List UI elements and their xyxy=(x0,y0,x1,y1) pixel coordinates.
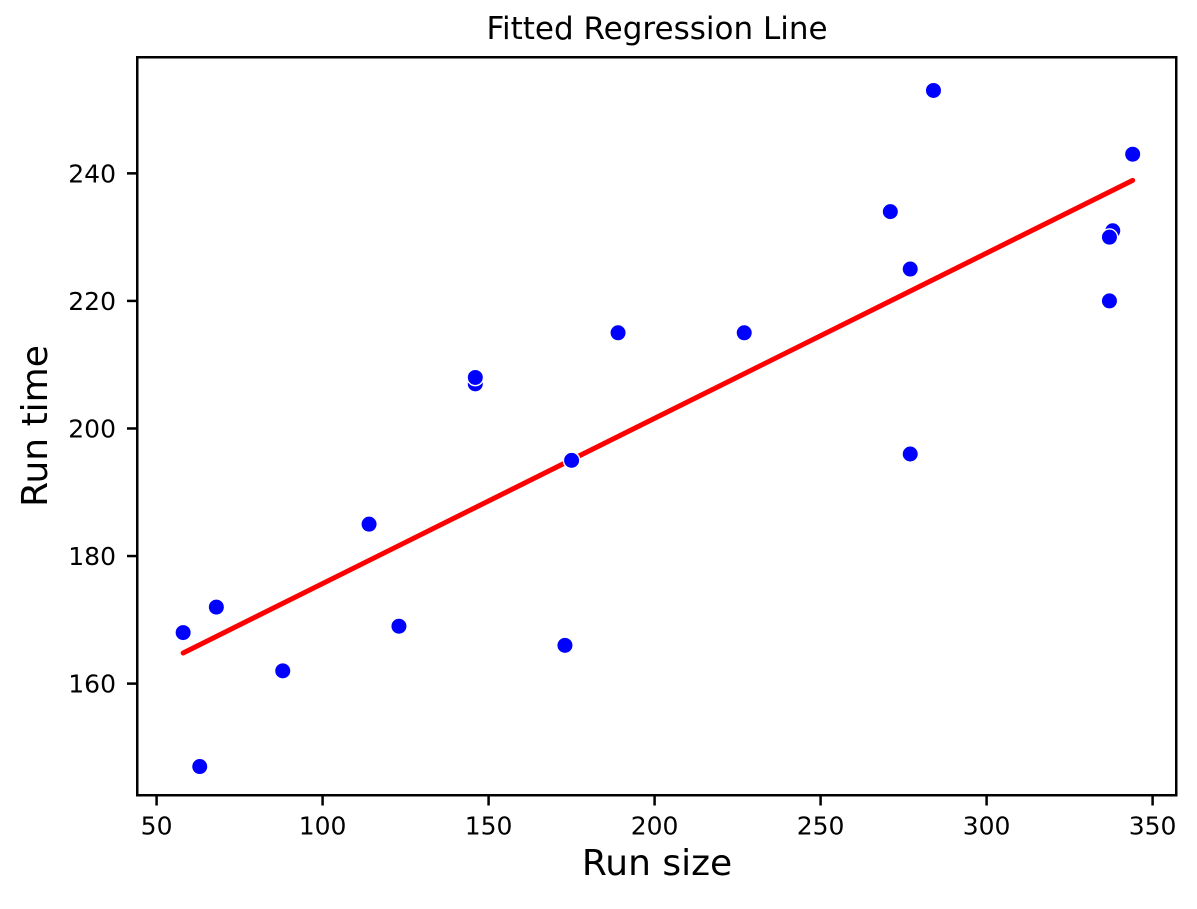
scatter-point xyxy=(174,623,193,642)
scatter-point xyxy=(190,757,209,776)
y-tick-label: 220 xyxy=(68,287,116,316)
scatter-point xyxy=(901,260,920,278)
scatter-point xyxy=(1100,292,1119,310)
fitted-regression-line xyxy=(180,177,1136,656)
scatter-point xyxy=(562,451,581,470)
scatter-point xyxy=(390,617,408,636)
scatter-point xyxy=(466,368,485,387)
chart-title: Fitted Regression Line xyxy=(486,11,828,47)
scatter-point xyxy=(556,636,574,655)
scatter-point xyxy=(207,598,226,616)
y-tick-label: 240 xyxy=(68,159,116,188)
y-tick-label: 180 xyxy=(68,542,116,571)
scatter-point xyxy=(1100,228,1119,247)
x-tick-label: 350 xyxy=(1129,812,1177,841)
x-tick-label: 200 xyxy=(631,812,679,841)
scatter-point xyxy=(901,445,920,463)
scatter-point xyxy=(273,661,292,680)
scatter-point xyxy=(609,323,627,342)
plot-border xyxy=(136,56,1178,797)
x-tick-label: 300 xyxy=(963,812,1011,841)
x-tick-label: 50 xyxy=(141,812,173,841)
x-axis-label: Run size xyxy=(581,843,733,884)
scatter-point xyxy=(924,81,943,100)
scatter-point xyxy=(1123,145,1142,164)
x-tick-label: 150 xyxy=(465,812,513,841)
scatter-point xyxy=(735,323,754,342)
scatter-point xyxy=(881,202,900,221)
y-tick-label: 160 xyxy=(68,670,116,699)
scatter-point xyxy=(360,515,378,534)
x-tick-label: 100 xyxy=(299,812,347,841)
x-tick-label: 250 xyxy=(797,812,845,841)
y-tick-label: 200 xyxy=(68,414,116,443)
